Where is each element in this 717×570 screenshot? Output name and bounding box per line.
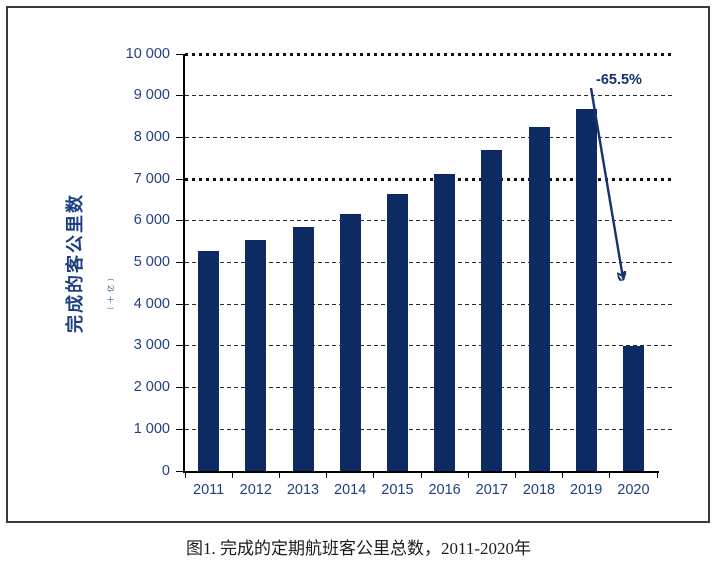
- x-axis-tick: [420, 473, 422, 478]
- x-tick-label-2011: 2011: [193, 482, 225, 498]
- y-tick-label: 6 000: [133, 212, 170, 229]
- bar-2015: [386, 194, 408, 471]
- y-axis-tick-9000: [176, 95, 183, 97]
- x-tick-label-2013: 2013: [286, 482, 320, 498]
- bar-2019: [575, 109, 597, 471]
- figure-caption: 图1. 完成的定期航班客公里总数，2011-2020年: [185, 539, 532, 558]
- x-axis-tick: [467, 473, 469, 478]
- bar-2018: [528, 127, 550, 471]
- x-axis-tick: [656, 473, 658, 478]
- y-axis-tick-2000: [176, 387, 183, 389]
- y-tick-label: 2 000: [133, 379, 170, 396]
- x-tick-label-2015: 2015: [381, 482, 414, 498]
- y-axis-tick-1000: [176, 428, 183, 430]
- bar-2020: [622, 346, 644, 471]
- y-tick-label: 10 000: [125, 45, 170, 62]
- gridline-2000: [185, 387, 673, 389]
- y-axis-title: 完成的客公里数: [65, 193, 85, 333]
- bar-2012: [245, 240, 267, 471]
- x-axis-tick: [562, 473, 564, 478]
- x-tick-label-2014: 2014: [334, 482, 367, 498]
- gridline-9000: [185, 95, 673, 97]
- y-tick-label: 3 000: [133, 337, 170, 354]
- bar-2011: [198, 251, 220, 471]
- gridline-6000: [185, 220, 673, 222]
- x-tick-label-2016: 2016: [428, 482, 461, 498]
- bar-2017: [481, 150, 503, 471]
- y-tick-label: 8 000: [133, 128, 170, 145]
- x-axis-tick: [373, 473, 375, 478]
- y-tick-label: 1 000: [133, 420, 170, 437]
- gridline-10000: [185, 52, 673, 56]
- annotation-label: -65.5%: [596, 72, 642, 88]
- y-tick-label: 7 000: [133, 170, 170, 187]
- x-axis-tick: [609, 473, 611, 478]
- x-axis-tick: [278, 473, 280, 478]
- y-axis-tick-4000: [176, 303, 183, 305]
- x-axis-tick: [514, 473, 516, 478]
- x-tick-label-2020: 2020: [617, 482, 650, 498]
- y-tick-label: 5 000: [133, 254, 170, 270]
- x-tick-label-2019: 2019: [570, 482, 603, 498]
- gridline-5000: [185, 262, 673, 263]
- gridline-8000: [185, 136, 673, 138]
- x-axis-tick: [326, 473, 328, 478]
- x-tick-label-2018: 2018: [522, 482, 556, 498]
- y-axis-tick-5000: [176, 262, 183, 263]
- x-tick-label-2012: 2012: [239, 482, 272, 498]
- x-axis-tick: [231, 473, 233, 478]
- gridline-1000: [185, 428, 673, 430]
- plot-area: 0 1 000 2 000 3 000 4 000 5 000 6 000 7 000 8 00…: [126, 46, 673, 498]
- bar-2014: [339, 214, 361, 471]
- y-axis-tick-7000: [176, 178, 183, 180]
- y-axis-tick-0: [176, 470, 183, 472]
- y-axis-tick-8000: [176, 136, 183, 138]
- y-tick-label: 4 000: [133, 295, 170, 312]
- y-axis-tick-10000: [176, 53, 183, 55]
- gridline-7000: [185, 177, 673, 181]
- x-axis-line: [183, 471, 659, 473]
- x-axis-tick: [184, 473, 186, 478]
- gridline-3000: [185, 345, 673, 347]
- bar-2016: [434, 174, 456, 471]
- y-axis-tick-6000: [176, 220, 183, 222]
- y-tick-label: 9 000: [133, 87, 170, 104]
- y-axis-tick-3000: [176, 345, 183, 347]
- gridline-4000: [185, 303, 673, 305]
- y-axis-line: [183, 54, 185, 473]
- bar-2013: [292, 227, 314, 471]
- y-tick-label: 0: [161, 462, 170, 479]
- x-tick-label-2017: 2017: [475, 482, 508, 498]
